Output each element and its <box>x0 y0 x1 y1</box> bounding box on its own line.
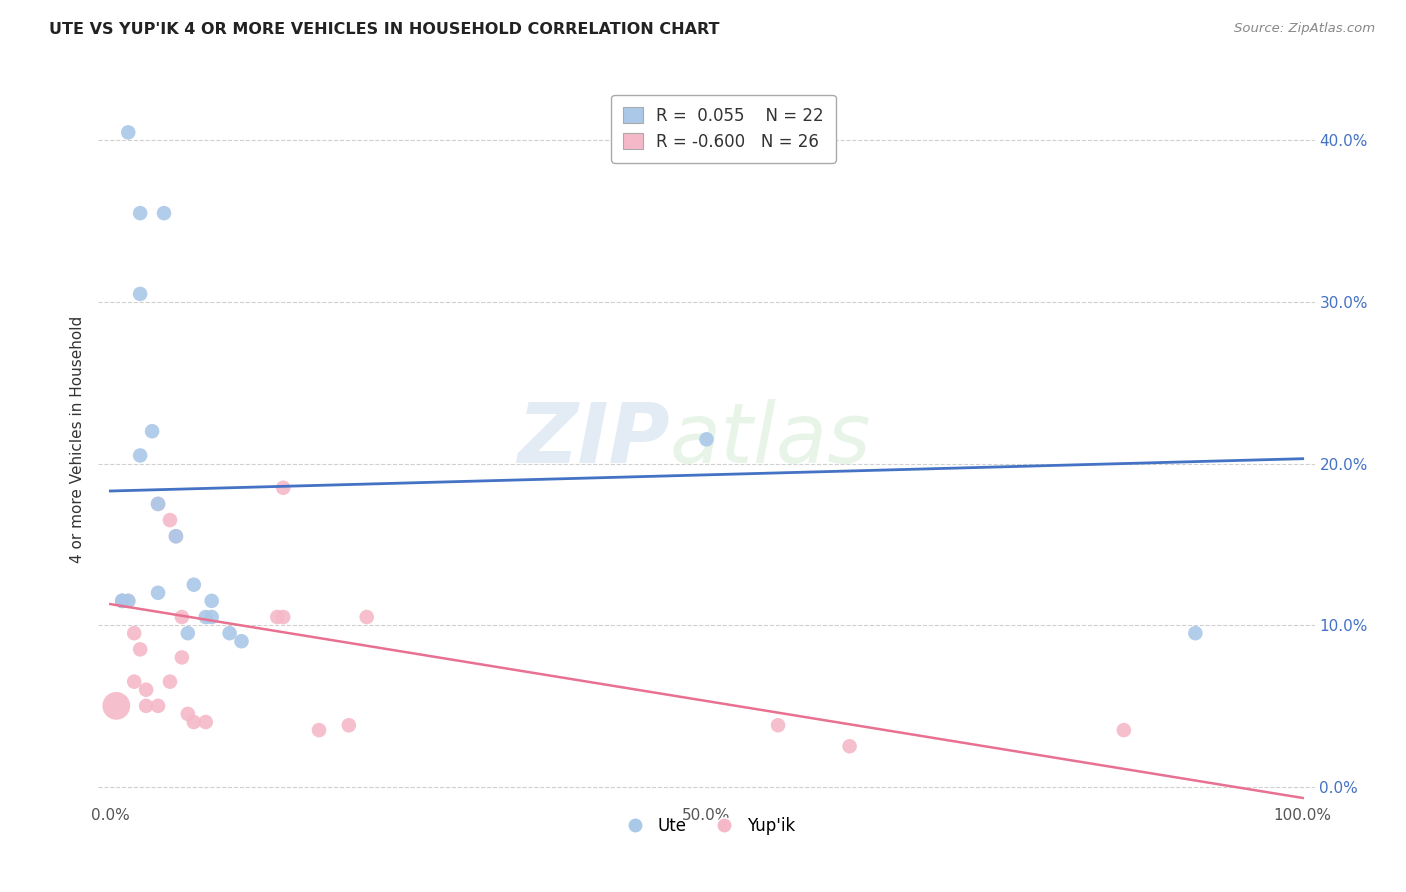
Point <box>271 481 294 495</box>
Point <box>271 610 294 624</box>
Point <box>696 432 718 446</box>
Point <box>218 626 240 640</box>
Point <box>170 610 193 624</box>
Y-axis label: 4 or more Vehicles in Household: 4 or more Vehicles in Household <box>70 316 86 563</box>
Point <box>135 682 157 697</box>
Point <box>201 594 224 608</box>
Point <box>337 718 360 732</box>
Point <box>194 610 217 624</box>
Point <box>105 698 128 713</box>
Point <box>111 594 134 608</box>
Point <box>117 594 139 608</box>
Point <box>122 674 145 689</box>
Point <box>117 594 139 608</box>
Point <box>117 125 139 139</box>
Point <box>231 634 253 648</box>
Point <box>146 497 169 511</box>
Point <box>177 626 200 640</box>
Point <box>153 206 176 220</box>
Point <box>1184 626 1206 640</box>
Point <box>146 497 169 511</box>
Point <box>146 698 169 713</box>
Point <box>170 650 193 665</box>
Point <box>129 206 152 220</box>
Point <box>183 714 205 729</box>
Text: Source: ZipAtlas.com: Source: ZipAtlas.com <box>1234 22 1375 36</box>
Text: atlas: atlas <box>671 399 872 480</box>
Point <box>165 529 187 543</box>
Point <box>129 287 152 301</box>
Point <box>183 578 205 592</box>
Point <box>111 594 134 608</box>
Point <box>838 739 860 754</box>
Point <box>135 698 157 713</box>
Point <box>194 714 217 729</box>
Point <box>129 642 152 657</box>
Point <box>129 449 152 463</box>
Point <box>266 610 288 624</box>
Point <box>201 610 224 624</box>
Point <box>111 594 134 608</box>
Point <box>1112 723 1135 737</box>
Point <box>146 586 169 600</box>
Point <box>356 610 378 624</box>
Point <box>766 718 789 732</box>
Point <box>159 674 181 689</box>
Point <box>141 424 163 438</box>
Text: ZIP: ZIP <box>517 399 671 480</box>
Point <box>177 706 200 721</box>
Point <box>165 529 187 543</box>
Point <box>122 626 145 640</box>
Legend: Ute, Yup'ik: Ute, Yup'ik <box>612 811 801 842</box>
Point <box>308 723 330 737</box>
Point <box>159 513 181 527</box>
Text: UTE VS YUP'IK 4 OR MORE VEHICLES IN HOUSEHOLD CORRELATION CHART: UTE VS YUP'IK 4 OR MORE VEHICLES IN HOUS… <box>49 22 720 37</box>
